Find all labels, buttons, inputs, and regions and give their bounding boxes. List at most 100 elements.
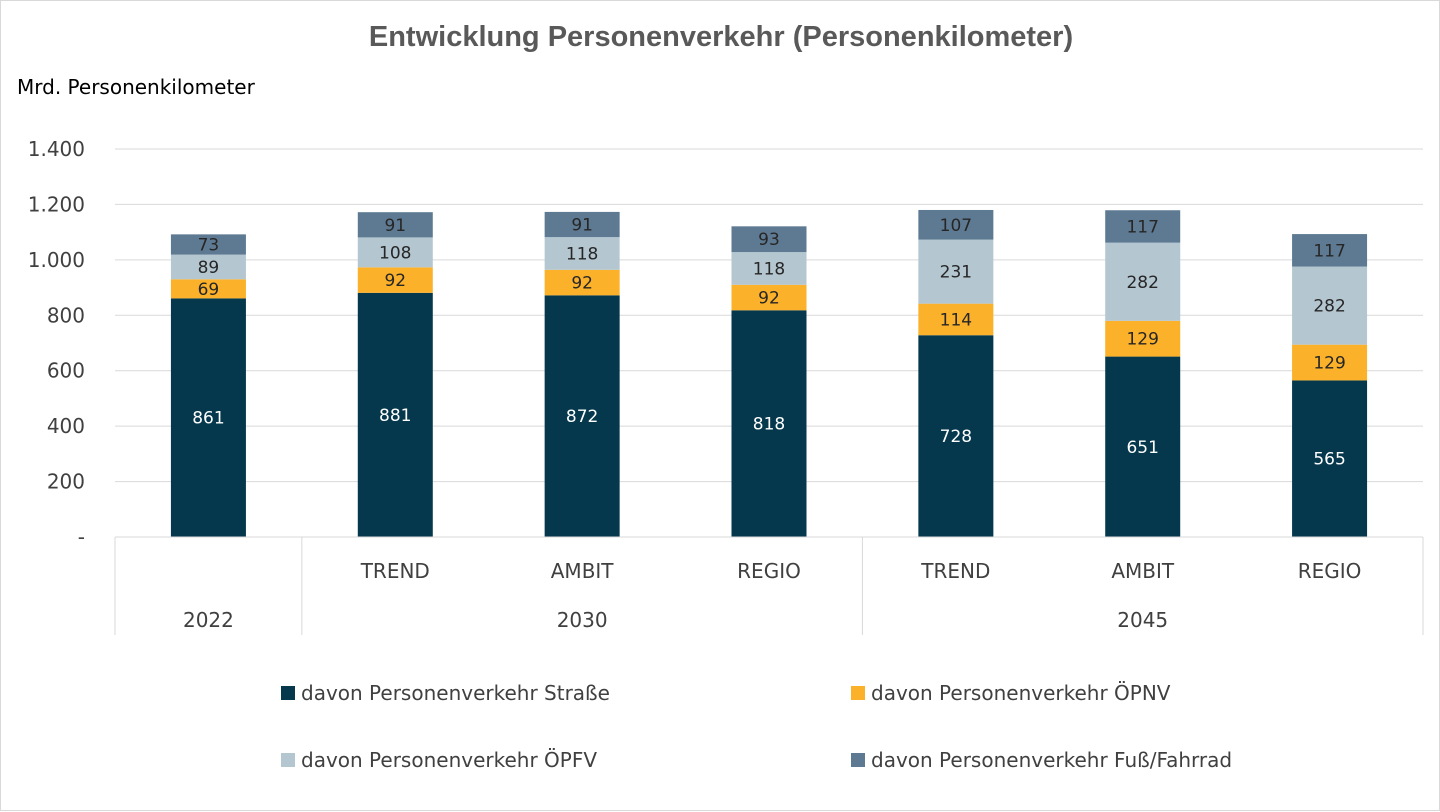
data-label: 881	[379, 406, 411, 426]
y-tick-label: 600	[47, 359, 85, 383]
chart-title: Entwicklung Personenverkehr (Personenkil…	[369, 21, 1073, 53]
bar-segment	[1105, 210, 1181, 243]
data-label: 117	[1126, 217, 1158, 237]
bar-segment	[357, 267, 433, 293]
data-label: 231	[940, 263, 972, 283]
bar-segment	[918, 239, 994, 304]
bar-segment	[918, 303, 994, 336]
bar-segment	[731, 252, 807, 285]
y-tick-label: 1.400	[28, 137, 85, 161]
y-tick-label: 400	[47, 414, 85, 438]
bar-segment	[1292, 344, 1368, 381]
y-axis-ticks: - 200 400 600 800 1.000 1.200 1.400	[28, 137, 85, 549]
bar-segment	[357, 237, 433, 268]
bar-segment	[918, 209, 994, 240]
x-category-label: REGIO	[1298, 559, 1362, 583]
data-label: 118	[753, 259, 785, 279]
data-label: 118	[566, 244, 598, 264]
data-label: 107	[940, 216, 972, 236]
bar-segment	[544, 211, 620, 238]
bar-stack: 565 129 282 117	[1292, 234, 1368, 537]
data-label: 282	[1313, 297, 1345, 317]
data-label: 861	[192, 409, 224, 429]
data-label: 129	[1313, 354, 1345, 374]
bar-stack: 728 114 231 107	[918, 209, 994, 537]
data-label: 108	[379, 243, 411, 263]
x-group-label: 2022	[183, 608, 234, 632]
data-label: 93	[758, 230, 780, 250]
bar-stack: 651 129 282 117	[1105, 210, 1181, 537]
bar-segment	[731, 226, 807, 253]
bar-segment	[1292, 266, 1368, 345]
bar-segment	[1105, 242, 1181, 321]
bar-segment	[544, 269, 620, 296]
x-axis: 2022 2030 2045 TREND AMBIT REGIO TREND AMBIT REG…	[114, 536, 1424, 635]
bar-segment	[1292, 234, 1368, 267]
y-tick-label: 200	[47, 470, 85, 494]
data-label: 114	[940, 310, 972, 330]
x-category-label: AMBIT	[551, 559, 615, 583]
x-group-label: 2045	[1117, 608, 1168, 632]
legend-item: davon Personenverkehr ÖPFV	[281, 748, 597, 772]
bar-stack: 881 92 108 91	[357, 212, 433, 537]
bar-segment	[170, 234, 246, 255]
bar-segment	[544, 237, 620, 270]
bar-stack: 872 92 118 91	[544, 211, 620, 537]
data-label: 92	[571, 274, 593, 294]
legend-item: davon Personenverkehr ÖPNV	[851, 681, 1171, 705]
bar-stack: 818 92 118 93	[731, 226, 807, 537]
data-label: 872	[566, 407, 598, 427]
legend-label: davon Personenverkehr Fuß/Fahrrad	[871, 748, 1232, 772]
data-label: 651	[1126, 438, 1158, 458]
bar-segment	[1105, 320, 1181, 357]
bar-segment	[1292, 380, 1368, 537]
data-label: 728	[940, 427, 972, 447]
bar-segment	[357, 212, 433, 238]
legend: davon Personenverkehr Straße davon Person…	[281, 681, 1232, 772]
data-label: 92	[384, 271, 406, 291]
bar-segment	[170, 298, 246, 537]
legend-label: davon Personenverkehr ÖPNV	[871, 681, 1171, 705]
data-label: 117	[1313, 241, 1345, 261]
data-label: 129	[1126, 330, 1158, 350]
legend-item: davon Personenverkehr Fuß/Fahrrad	[851, 748, 1232, 772]
y-axis-label: Mrd. Personenkilometer	[17, 75, 256, 99]
data-label: 91	[571, 216, 593, 236]
legend-swatch	[851, 753, 865, 767]
data-label: 69	[198, 280, 220, 300]
bar-segment	[544, 295, 620, 537]
data-label: 282	[1126, 273, 1158, 293]
bar-segment	[731, 284, 807, 311]
legend-swatch	[851, 686, 865, 700]
bar-segment	[918, 335, 994, 537]
x-category-label: REGIO	[737, 559, 801, 583]
bar-segment	[170, 254, 246, 280]
data-label: 89	[198, 258, 220, 278]
legend-label: davon Personenverkehr Straße	[301, 681, 610, 705]
legend-item: davon Personenverkehr Straße	[281, 681, 610, 705]
x-group-label: 2030	[557, 608, 608, 632]
legend-swatch	[281, 753, 295, 767]
data-label: 565	[1313, 450, 1345, 470]
data-label: 73	[198, 235, 220, 255]
y-tick-label: -	[78, 525, 85, 549]
x-category-label: TREND	[360, 559, 430, 583]
data-label: 91	[384, 216, 406, 236]
bar-segment	[357, 292, 433, 537]
bar-segment	[731, 310, 807, 537]
y-tick-label: 800	[47, 303, 85, 327]
data-label: 92	[758, 289, 780, 309]
legend-label: davon Personenverkehr ÖPFV	[301, 748, 597, 772]
bar-segment	[1105, 356, 1181, 537]
x-category-label: TREND	[920, 559, 990, 583]
y-tick-label: 1.200	[28, 192, 85, 216]
y-tick-label: 1.000	[28, 248, 85, 272]
legend-swatch	[281, 686, 295, 700]
data-label: 818	[753, 415, 785, 435]
bar-segment	[170, 279, 246, 299]
x-category-label: AMBIT	[1111, 559, 1175, 583]
